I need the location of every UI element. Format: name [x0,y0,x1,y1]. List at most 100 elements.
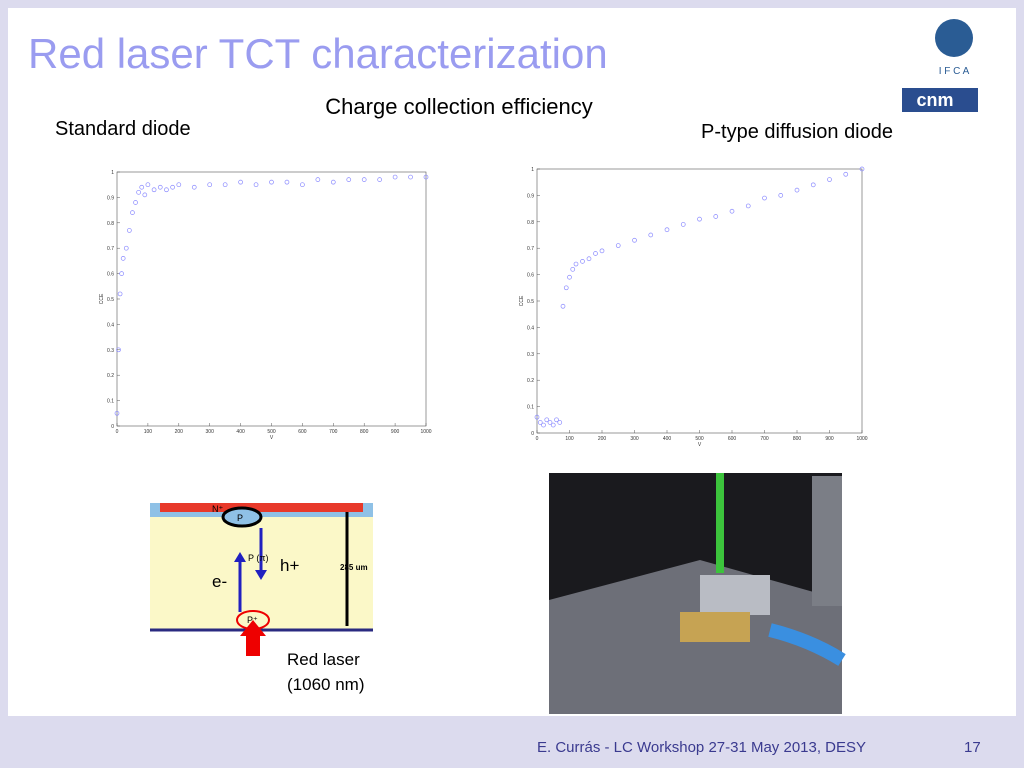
x-tick-label: 200 [175,429,184,435]
x-tick-label: 1000 [856,436,867,442]
data-point [557,420,563,425]
data-point [119,271,124,276]
x-tick-label: 0 [536,436,539,442]
y-tick-label: 0.3 [107,348,114,354]
n-plus [160,503,363,512]
subtitle: Charge collection efficiency [325,94,592,119]
data-point [238,179,243,185]
data-point [580,259,585,264]
ifca-text: I F C A [939,66,970,77]
data-point [120,256,126,261]
data-point [157,184,163,190]
data-point [567,274,572,280]
data-point [346,177,352,182]
data-point [151,187,157,193]
data-point [392,174,398,180]
data-point [729,208,735,214]
data-point [573,261,579,267]
data-point [544,417,550,423]
data-point [680,222,686,227]
data-point [697,216,702,222]
data-point [116,347,121,353]
x-tick-label: 1000 [420,429,431,435]
data-point [142,192,148,198]
mount [700,575,770,615]
h-arrowhead [255,570,267,580]
data-point [593,251,598,256]
data-point [330,179,336,185]
data-point [133,200,138,205]
data-point [164,187,169,193]
data-point [586,256,592,262]
laser-arrowhead [240,620,266,636]
data-point [315,177,321,182]
y-axis-label: CCE [99,293,105,304]
data-point [123,245,129,251]
data-point [117,291,123,297]
data-point [300,182,305,188]
board [680,612,750,642]
footer: E. Currás - LC Workshop 27-31 May 2013, … [537,739,866,756]
data-point [114,410,120,416]
data-point [361,177,367,182]
y-tick-label: 0.5 [527,299,534,305]
data-point [560,303,566,309]
data-point [534,414,540,420]
x-tick-label: 300 [630,436,639,442]
y-tick-label: 1 [111,170,114,176]
data-point [408,174,413,180]
laser-label: Red laser [287,650,360,669]
x-tick-label: 100 [144,429,153,435]
x-tick-label: 900 [825,436,834,442]
x-tick-label: 100 [565,436,574,442]
y-tick-label: 0.1 [527,405,534,411]
data-point [632,237,637,243]
data-point [537,420,543,425]
x-tick-label: 700 [329,429,338,435]
slide-title: Red laser TCT characterization [28,30,608,77]
data-point [745,203,751,209]
data-point [136,189,141,195]
cable [768,623,846,666]
y-tick-label: 0.9 [527,193,534,199]
wavelength-label: (1060 nm) [287,675,364,694]
x-tick-label: 700 [760,436,769,442]
y-tick-label: 0.3 [527,352,534,358]
thickness-label: 285 um [340,563,368,572]
data-point [648,232,654,238]
data-point [778,193,784,198]
data-point [615,243,621,248]
y-tick-label: 0.6 [527,273,534,279]
data-point [127,228,132,233]
y-tick-label: 0.4 [527,325,534,331]
x-tick-label: 500 [695,436,704,442]
x-tick-label: 800 [360,429,369,435]
data-point [145,182,151,188]
x-tick-label: 600 [298,429,307,435]
x-tick-label: 0 [116,429,119,435]
e-arrowhead [234,552,246,562]
p-label: P [237,513,243,523]
y-tick-label: 0.7 [107,246,114,252]
holes-label: h+ [280,556,299,575]
page-number: 17 [964,739,981,756]
data-point [843,171,849,177]
data-point [377,177,382,182]
data-point [284,179,290,185]
y-tick-label: 0.1 [107,399,114,405]
data-point [170,184,175,190]
data-point [547,420,553,425]
data-point [794,187,800,193]
side-block [812,476,842,606]
data-point [827,177,832,182]
y-tick-label: 0 [111,424,114,430]
y-axis-label: CCE [519,295,525,306]
p-plus-label: P⁺ [247,615,258,625]
data-point [810,182,816,188]
ifca-logo [935,19,973,57]
data-point [423,174,429,180]
data-point [664,227,670,233]
pi-label: P (π) [248,553,269,563]
